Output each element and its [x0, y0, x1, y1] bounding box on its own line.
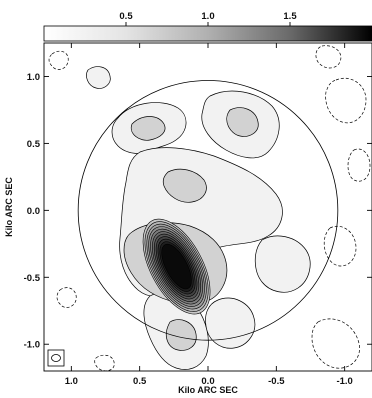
x-axis-ticks	[70, 43, 346, 371]
x-tick-label: -1.0	[336, 376, 352, 387]
y-tick-label: 1.0	[27, 72, 40, 83]
emission-map	[48, 45, 371, 371]
y-tick-label: -0.5	[24, 273, 41, 284]
negative-contour-7	[56, 287, 77, 308]
emission-region-right	[254, 235, 311, 293]
colorbar-ticks	[125, 22, 291, 26]
emission-level2-lower-tail	[166, 319, 197, 351]
colorbar-tick-label: 1.5	[283, 11, 297, 22]
emission-region-far-upper-left	[86, 66, 111, 89]
x-tick-label: -0.5	[268, 376, 285, 387]
x-tick-label: 1.0	[65, 376, 78, 387]
peak-contours	[142, 218, 211, 315]
y-tick-label: 0.5	[27, 139, 41, 150]
negative-contour-5	[323, 225, 357, 267]
colorbar: 0.5 1.0 1.5	[43, 11, 372, 42]
y-axis-ticks	[44, 76, 372, 345]
negative-contour-8	[94, 354, 115, 371]
negative-contour-3	[325, 77, 367, 124]
colorbar-tick-labels: 0.5 1.0 1.5	[119, 11, 297, 22]
emission-level2-upper-left	[130, 116, 166, 141]
negative-contour-2	[315, 45, 342, 69]
y-axis-tick-labels: 1.0 0.5 0.0 -0.5 -1.0	[24, 72, 41, 351]
colorbar-tick-label: 0.5	[119, 11, 133, 22]
negative-contour-4	[347, 148, 371, 182]
emission-level2-upper-right	[226, 107, 259, 137]
colorbar-ramp	[43, 25, 372, 42]
colorbar-tick-label: 1.0	[201, 11, 214, 22]
y-axis-label: Kilo ARC SEC	[4, 177, 14, 237]
negative-contour-6	[311, 318, 360, 369]
emission-level2-upper-ridge	[162, 168, 207, 203]
peak-contour	[161, 243, 192, 290]
beam-marker	[47, 349, 65, 367]
x-axis-tick-labels: 1.0 0.5 0.0 -0.5 -1.0	[65, 376, 353, 387]
y-tick-label: -1.0	[24, 340, 40, 351]
y-tick-label: 0.0	[27, 206, 40, 217]
field-circle	[77, 80, 339, 341]
x-tick-label: 0.5	[133, 376, 147, 387]
x-tick-label: 0.0	[201, 376, 214, 387]
x-axis-label: Kilo ARC SEC	[178, 385, 238, 395]
negative-contour-1	[48, 50, 69, 70]
